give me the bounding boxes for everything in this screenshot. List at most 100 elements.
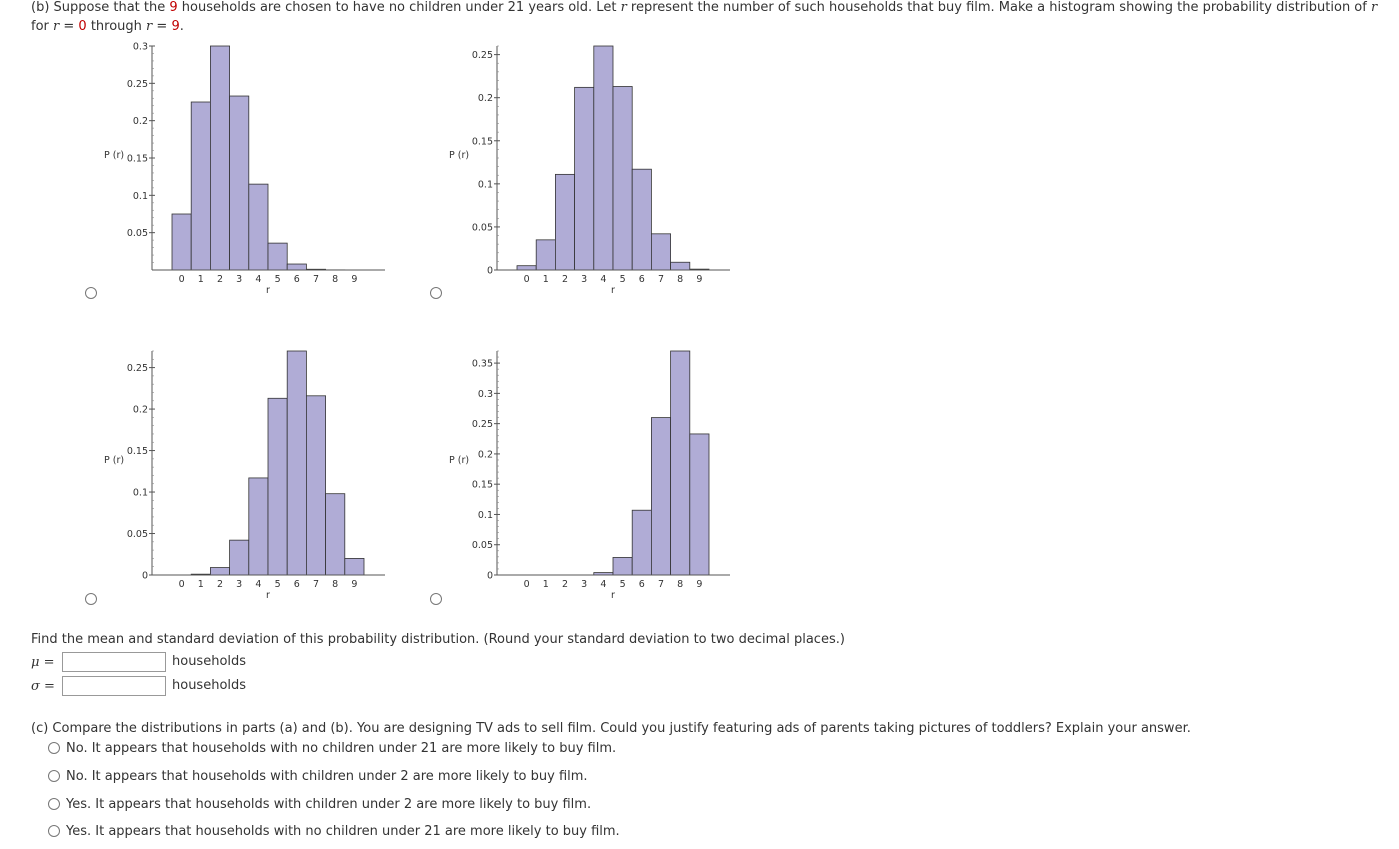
- part-c-option-4-radio[interactable]: [48, 825, 60, 837]
- histogram-bar: [344, 558, 365, 576]
- r-variable: r: [620, 0, 627, 15]
- histogram-option-b-radio[interactable]: [430, 287, 442, 299]
- x-tick-label: 9: [696, 579, 702, 590]
- x-tick-label: 8: [332, 579, 338, 590]
- histogram-bar: [631, 509, 652, 576]
- histogram-bar: [631, 168, 652, 271]
- histogram-bar: [325, 493, 346, 576]
- x-tick-label: 4: [600, 274, 606, 285]
- y-tick-label: 0.25: [472, 50, 493, 61]
- y-axis-label: P (r): [449, 455, 469, 466]
- histogram-bar: [535, 239, 556, 271]
- y-tick-label: 0.05: [127, 228, 148, 239]
- mean-input[interactable]: [62, 652, 166, 672]
- histogram-bar: [286, 263, 307, 271]
- y-tick-label: 0.15: [127, 446, 148, 457]
- histogram-bar: [190, 101, 211, 271]
- mu-label: μ =: [31, 655, 55, 670]
- r-start-value: 0: [78, 19, 87, 34]
- histogram-bar: [689, 433, 710, 576]
- question-text: (b) Suppose that the: [31, 0, 170, 15]
- n-value: 9: [169, 0, 178, 15]
- x-tick-label: 0: [179, 579, 185, 590]
- option-label: No. It appears that households with chil…: [66, 769, 588, 784]
- y-tick-label: 0.15: [472, 480, 493, 491]
- x-tick-label: 4: [600, 579, 606, 590]
- x-tick-label: 2: [562, 579, 568, 590]
- y-tick-label: 0: [487, 266, 493, 277]
- histogram-bar: [267, 397, 288, 576]
- x-tick-label: 9: [696, 274, 702, 285]
- x-tick-label: 6: [639, 274, 645, 285]
- y-tick-label: 0.1: [478, 179, 493, 190]
- part-c-option-4[interactable]: Yes. It appears that households with no …: [48, 824, 620, 839]
- sd-unit-label: households: [172, 678, 247, 693]
- histogram-option-a-radio[interactable]: [85, 287, 97, 299]
- y-tick-label: 0.3: [133, 42, 148, 53]
- part-c-option-2[interactable]: No. It appears that households with chil…: [48, 769, 588, 784]
- x-tick-label: 1: [543, 579, 549, 590]
- histogram-bar: [670, 350, 691, 576]
- x-tick-label: 5: [620, 579, 626, 590]
- x-tick-label: 8: [677, 274, 683, 285]
- x-tick-label: 1: [198, 579, 204, 590]
- y-tick-label: 0.1: [478, 510, 493, 521]
- mean-sd-instruction: Find the mean and standard deviation of …: [31, 632, 845, 647]
- x-tick-label: 6: [294, 579, 300, 590]
- y-tick-label: 0.2: [133, 405, 148, 416]
- part-c-option-3[interactable]: Yes. It appears that households with chi…: [48, 797, 591, 812]
- r-variable: r: [146, 19, 153, 34]
- histogram-bar: [555, 173, 576, 271]
- x-tick-label: 4: [255, 274, 261, 285]
- part-c-option-1[interactable]: No. It appears that households with no c…: [48, 741, 616, 756]
- y-axis-label: P (r): [104, 455, 124, 466]
- x-axis-label: r: [611, 590, 615, 601]
- x-axis-label: r: [266, 285, 270, 296]
- y-tick-label: 0.25: [472, 419, 493, 430]
- x-tick-label: 0: [179, 274, 185, 285]
- histogram-bar: [593, 45, 614, 271]
- question-text: through: [86, 19, 147, 34]
- y-tick-label: 0.2: [133, 116, 148, 127]
- x-tick-label: 2: [562, 274, 568, 285]
- part-c-option-3-radio[interactable]: [48, 798, 60, 810]
- y-tick-label: 0.2: [478, 449, 493, 460]
- y-tick-label: 0.3: [478, 389, 493, 400]
- part-c-option-1-radio[interactable]: [48, 742, 60, 754]
- y-tick-label: 0.2: [478, 93, 493, 104]
- period: .: [179, 19, 184, 34]
- x-tick-label: 2: [217, 274, 223, 285]
- histogram-bar: [286, 350, 307, 576]
- x-tick-label: 5: [275, 274, 281, 285]
- x-axis-label: r: [611, 285, 615, 296]
- sd-input[interactable]: [62, 676, 166, 696]
- histogram-bar: [267, 242, 288, 271]
- y-axis-label: P (r): [104, 150, 124, 161]
- r-variable: r: [53, 19, 60, 34]
- y-tick-label: 0.15: [472, 136, 493, 147]
- histogram-option-c: 0 0.05 0.1 0.15 0.2 0.25 0 1 2 3 4 5 6 7 8 9 r P (r): [104, 350, 385, 601]
- y-tick-label: 0: [142, 571, 148, 582]
- histogram-bar: [612, 557, 633, 576]
- histogram-bar: [574, 86, 595, 271]
- x-tick-label: 9: [351, 579, 357, 590]
- x-tick-label: 3: [581, 274, 587, 285]
- x-tick-label: 2: [217, 579, 223, 590]
- y-tick-label: 0.05: [127, 529, 148, 540]
- r-variable: r: [1370, 0, 1378, 15]
- x-tick-label: 3: [236, 274, 242, 285]
- x-tick-label: 7: [658, 274, 664, 285]
- question-line-1: (b) Suppose that the 9 households are ch…: [31, 0, 1377, 15]
- x-tick-label: 3: [581, 579, 587, 590]
- y-tick-label: 0.35: [472, 359, 493, 370]
- histogram-bar: [305, 395, 326, 576]
- x-tick-label: 5: [275, 579, 281, 590]
- histogram-option-c-radio[interactable]: [85, 593, 97, 605]
- y-tick-label: 0.05: [472, 222, 493, 233]
- r-end-value: 9: [171, 19, 180, 34]
- histogram-bar: [650, 233, 671, 271]
- question-text: households are chosen to have no childre…: [177, 0, 621, 15]
- y-tick-label: 0.1: [133, 191, 148, 202]
- histogram-option-d-radio[interactable]: [430, 593, 442, 605]
- part-c-option-2-radio[interactable]: [48, 770, 60, 782]
